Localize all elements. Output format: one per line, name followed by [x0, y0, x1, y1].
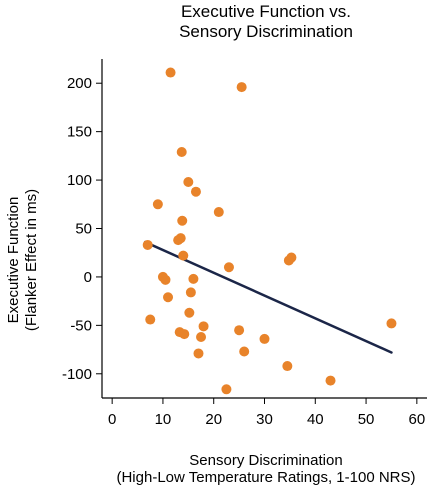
- x-axis-title-line-2: (High-Low Temperature Ratings, 1-100 NRS…: [116, 469, 415, 486]
- y-axis-title-line-2: (Flanker Effect in ms): [23, 189, 40, 331]
- data-point: [213, 207, 224, 218]
- y-tick-label: 150: [67, 124, 92, 141]
- y-tick-label: -100: [62, 366, 92, 383]
- data-point: [165, 67, 176, 78]
- data-point: [163, 292, 174, 303]
- data-point: [282, 361, 293, 372]
- y-tick-label: 100: [67, 172, 92, 189]
- data-point: [190, 186, 201, 197]
- data-point: [179, 329, 190, 340]
- data-point: [160, 274, 171, 285]
- data-point: [152, 199, 163, 210]
- data-point: [177, 215, 188, 226]
- x-tick-label: 30: [256, 411, 273, 428]
- data-point: [185, 287, 196, 298]
- data-point: [183, 177, 194, 188]
- x-tick-label: 10: [155, 411, 172, 428]
- data-point: [239, 346, 250, 357]
- trend-line-group: [143, 240, 393, 354]
- data-point: [236, 82, 247, 93]
- data-point: [184, 307, 195, 318]
- data-point: [223, 262, 234, 273]
- trend-line: [143, 240, 393, 354]
- data-point: [325, 375, 336, 386]
- data-point: [145, 314, 156, 325]
- y-tick-label: -50: [70, 317, 92, 334]
- data-point: [259, 333, 270, 344]
- chart-title-line-1: Executive Function vs.: [181, 2, 351, 21]
- data-point: [386, 318, 397, 329]
- data-point: [221, 384, 232, 395]
- x-tick-label: 40: [307, 411, 324, 428]
- data-point: [198, 321, 209, 332]
- data-points: [142, 67, 397, 395]
- x-tick-label: 60: [409, 411, 426, 428]
- y-tick-label: 0: [84, 269, 92, 286]
- y-axis-title-line-1: Executive Function: [5, 197, 22, 324]
- data-point: [196, 331, 207, 342]
- x-tick-label: 50: [358, 411, 375, 428]
- axes: -100 -50 0 50 100 150 200 0 10 20 30 40 50 60: [62, 59, 427, 428]
- data-point: [178, 250, 189, 261]
- data-point: [193, 348, 204, 359]
- data-point: [175, 233, 186, 244]
- data-point: [142, 239, 153, 250]
- x-tick-label: 0: [108, 411, 116, 428]
- data-point: [286, 252, 297, 263]
- y-tick-label: 50: [75, 221, 92, 238]
- data-point: [176, 146, 187, 157]
- y-tick-label: 200: [67, 75, 92, 92]
- x-tick-label: 20: [205, 411, 222, 428]
- data-point: [234, 325, 245, 336]
- data-point: [188, 273, 199, 284]
- chart-title-line-2: Sensory Discrimination: [179, 22, 353, 41]
- x-axis-title-line-1: Sensory Discrimination: [189, 452, 342, 469]
